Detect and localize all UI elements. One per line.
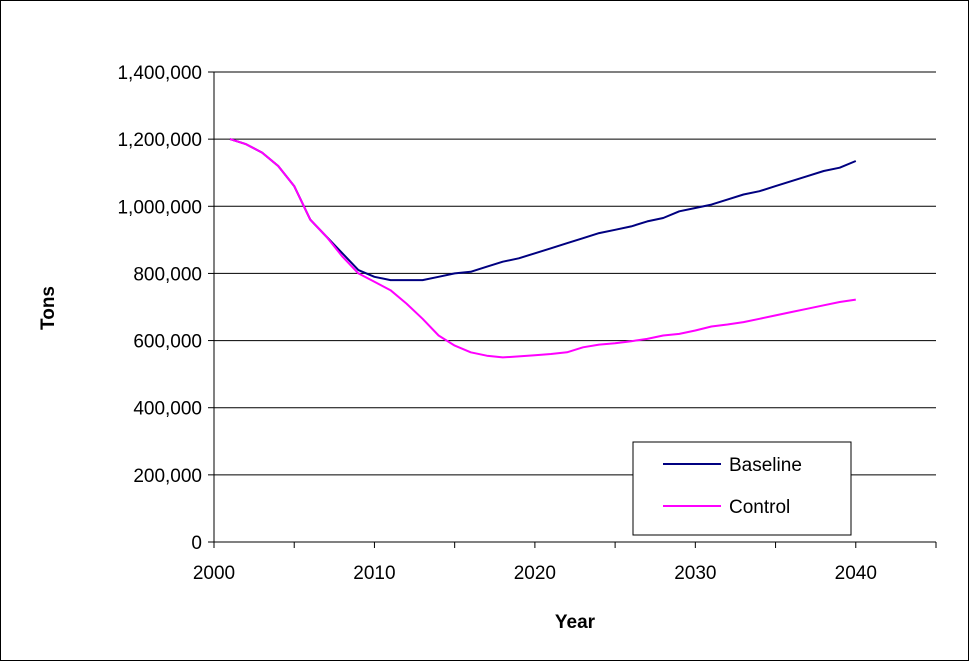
y-axis-ticks: 0 200,000 400,000 600,000 800,000 1,000,000 1,… <box>117 63 214 554</box>
x-tick-label: 2030 <box>674 563 716 584</box>
legend-label-baseline: Baseline <box>729 455 802 476</box>
axes <box>213 72 936 543</box>
x-axis-ticks: 2000 2010 2020 2030 2040 <box>193 542 937 584</box>
x-tick-label: 2020 <box>514 563 556 584</box>
gridlines <box>214 71 936 476</box>
series-line-baseline <box>229 138 857 282</box>
y-tick-label: 400,000 <box>133 399 202 420</box>
y-axis-title: Tons <box>38 286 59 330</box>
x-tick-label: 2040 <box>835 563 877 584</box>
series-line-control <box>229 138 856 359</box>
legend-label-control: Control <box>729 497 790 518</box>
y-tick-label: 600,000 <box>133 332 202 353</box>
legend: Baseline Control <box>632 441 852 536</box>
y-tick-label: 0 <box>191 533 202 554</box>
y-tick-label: 1,200,000 <box>117 130 202 151</box>
x-tick-label: 2000 <box>193 563 235 584</box>
x-tick-label: 2010 <box>353 563 395 584</box>
legend-box <box>632 441 852 536</box>
y-tick-label: 800,000 <box>133 264 202 285</box>
y-tick-label: 1,400,000 <box>117 63 202 84</box>
x-axis-title: Year <box>555 612 596 633</box>
y-tick-label: 1,000,000 <box>117 197 202 218</box>
y-tick-label: 200,000 <box>133 466 202 487</box>
series-lines <box>229 138 857 359</box>
